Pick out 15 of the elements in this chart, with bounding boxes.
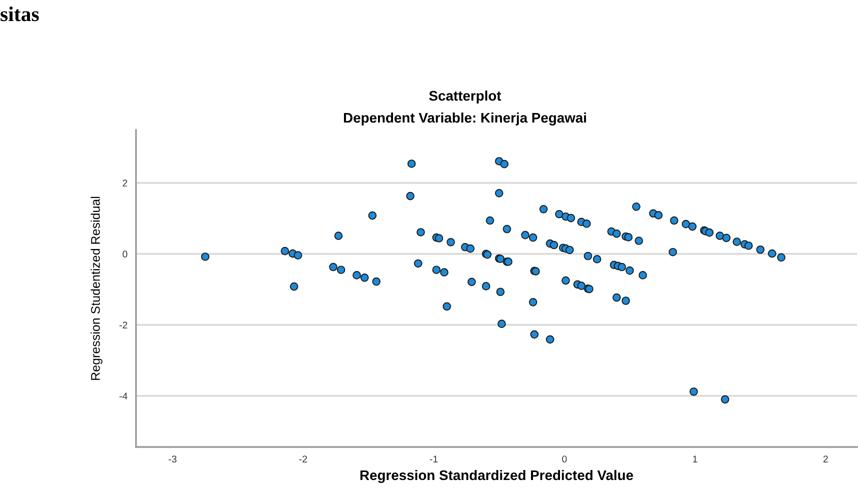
y-tick-label: -4 xyxy=(119,392,128,400)
x-tick-label: -3 xyxy=(168,456,176,462)
y-tick-label: 2 xyxy=(122,180,128,186)
x-tick-label: 0 xyxy=(562,456,567,462)
chart-subtitle: Dependent Variable: Kinerja Pegawai xyxy=(344,112,586,126)
x-tick-label: -2 xyxy=(299,456,308,462)
y-tick-label: -2 xyxy=(119,322,128,328)
y-tick-label: 0 xyxy=(122,250,128,258)
y-axis-title: Regression Studentized Residual xyxy=(90,196,102,380)
x-axis-title: Regression Standardized Predicted Value xyxy=(360,470,634,483)
x-tick-label: 2 xyxy=(823,456,828,462)
x-tick-label: -1 xyxy=(430,456,438,462)
text: sitas xyxy=(0,6,39,22)
x-tick-label: 1 xyxy=(693,456,698,462)
chart-title: Scatterplot xyxy=(429,90,502,104)
